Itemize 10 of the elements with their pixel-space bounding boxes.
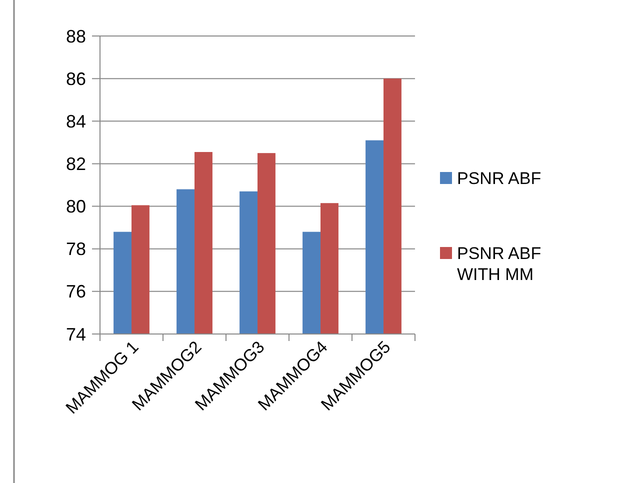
y-tick-label: 86 [66,68,86,89]
y-tick-label: 74 [66,324,86,344]
legend-label: PSNR ABF [457,168,542,188]
y-tick-label: 78 [66,239,86,260]
y-tick-label: 82 [66,154,86,174]
legend-label: PSNR ABF WITH MM [457,244,542,284]
y-tick-label: 80 [66,196,86,217]
y-tick-label: 76 [66,282,86,302]
y-tick-label: 88 [66,26,86,46]
y-tick-label: 84 [66,111,86,132]
